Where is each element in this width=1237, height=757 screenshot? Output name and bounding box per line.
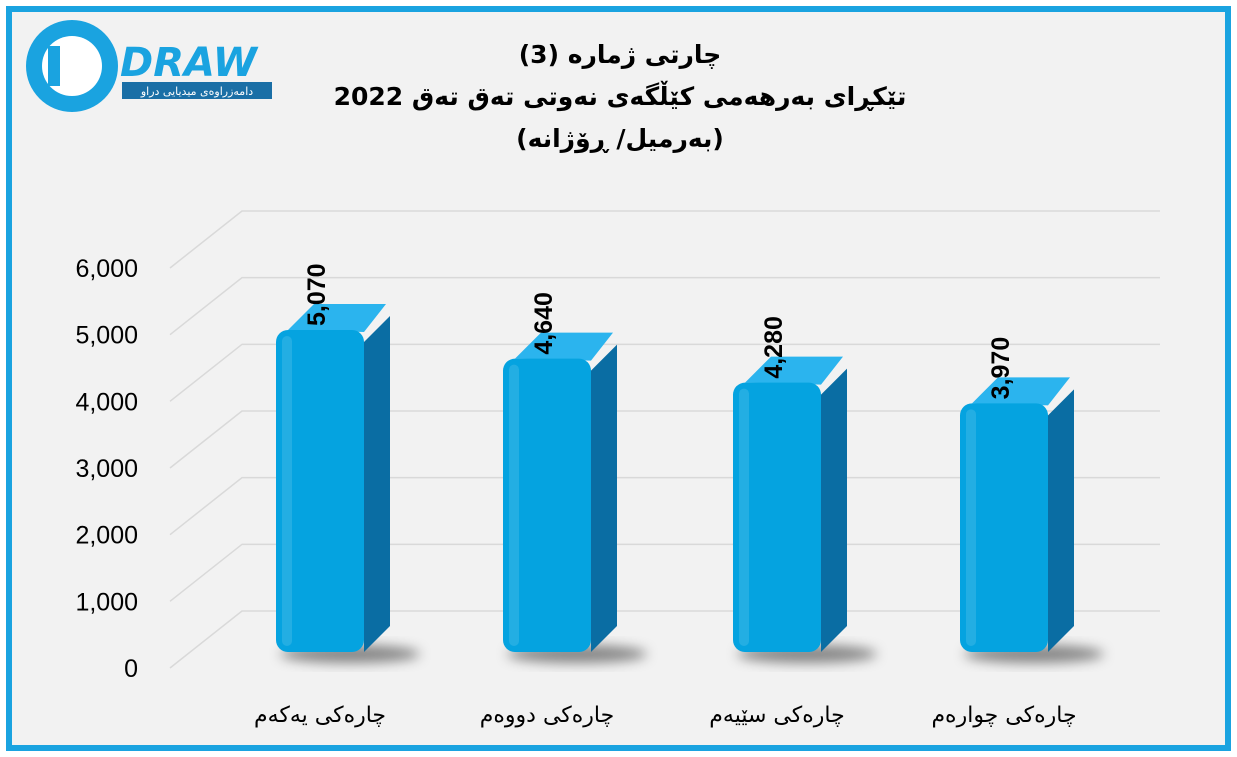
- chart-title-line-3: (بەرمیل/ ڕۆژانە): [516, 124, 724, 153]
- value-label: 3,970: [987, 337, 1015, 400]
- gridline: [169, 410, 1160, 469]
- value-label: 4,640: [530, 292, 558, 355]
- bar-top: [515, 332, 613, 361]
- gridline: [169, 476, 1160, 536]
- y-tick-label: 1,000: [75, 588, 138, 616]
- logo-tagline-bar: [122, 82, 272, 99]
- chart-title-line-1: چارتی ژمارە (3): [518, 40, 722, 69]
- logo-wordmark: DRAW: [120, 40, 259, 86]
- chart-title: چارتی ژمارە (3) تێکڕای بەرهەمی کێڵگەی نە…: [300, 34, 940, 160]
- gridline: [169, 343, 1160, 402]
- bar-top: [745, 356, 843, 385]
- gridline: [169, 276, 1160, 336]
- y-tick-label: 6,000: [75, 255, 138, 283]
- x-category-label: چارەکی دووەم: [480, 703, 614, 728]
- value-label: 5,070: [303, 263, 331, 326]
- bar-side: [821, 368, 847, 652]
- logo-d-stem: [48, 46, 60, 86]
- y-tick-label: 4,000: [75, 388, 138, 416]
- logo-tagline: دامەزراوەی میدیایی دراو: [140, 85, 253, 98]
- grid-layer: [169, 210, 1160, 669]
- bar: [276, 330, 364, 652]
- bar-top: [288, 304, 386, 332]
- category-labels-layer: چارەکی یەکەم چارەکی دووەم چارەکی سێیەم چارە…: [254, 703, 1077, 728]
- bar-highlight: [282, 336, 292, 646]
- bar: [733, 382, 821, 652]
- bar: [960, 403, 1048, 652]
- x-category-label: چارەکی یەکەم: [254, 703, 386, 728]
- value-labels-layer: 5,070 4,640 4,280 3,970: [303, 263, 1015, 399]
- gridline: [169, 210, 1160, 269]
- x-category-label: چارەکی چوارەم: [931, 703, 1076, 728]
- bar-side: [1048, 389, 1074, 652]
- draw-logo: DRAW دامەزراوەی میدیایی دراو: [26, 20, 272, 112]
- chart-title-line-2: تێکڕای بەرهەمی کێڵگەی نەوتی تەق تەق 2022: [333, 82, 907, 111]
- gridline: [169, 610, 1160, 669]
- bars-layer: [276, 304, 1104, 663]
- bar-highlight: [509, 364, 519, 646]
- bar-highlight: [739, 388, 749, 646]
- bar-top: [972, 377, 1070, 406]
- y-tick-label: 0: [124, 655, 138, 683]
- bar-side: [364, 316, 390, 652]
- value-label: 4,280: [760, 316, 788, 379]
- bar-side: [591, 344, 617, 652]
- y-tick-label: 2,000: [75, 522, 138, 550]
- bar-highlight: [966, 409, 976, 646]
- gridline: [169, 543, 1160, 602]
- x-category-label: چارەکی سێیەم: [709, 703, 844, 728]
- y-tick-label: 3,000: [75, 455, 138, 483]
- bar: [503, 358, 591, 652]
- y-tick-label: 5,000: [75, 322, 138, 350]
- y-axis-ticks: 0 1,000 2,000 3,000 4,000 5,000 6,000: [75, 255, 138, 683]
